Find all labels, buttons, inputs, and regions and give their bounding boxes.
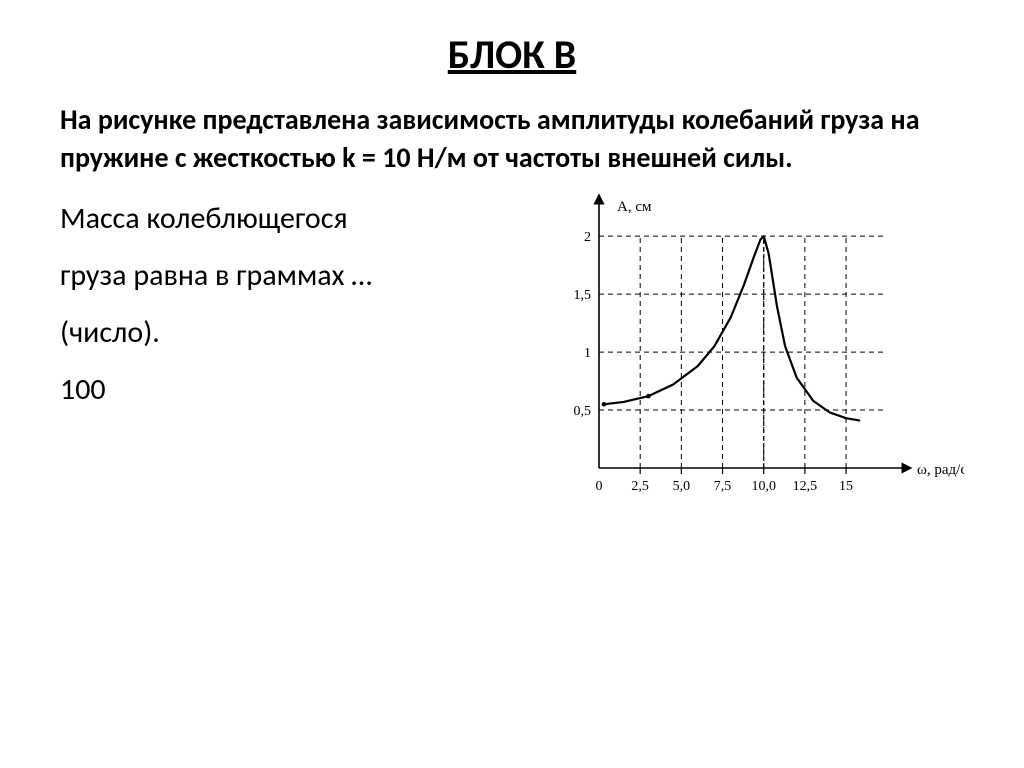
svg-text:12,5: 12,5: [793, 479, 818, 494]
svg-text:15: 15: [839, 479, 853, 494]
question-line-2: груза равна в граммах …: [60, 250, 514, 301]
svg-text:1: 1: [584, 346, 591, 361]
svg-text:1,5: 1,5: [574, 288, 592, 303]
question-line-3: (число).: [60, 307, 514, 358]
svg-text:10,0: 10,0: [751, 479, 776, 494]
svg-text:2,5: 2,5: [631, 479, 649, 494]
svg-text:ω, рад/с: ω, рад/с: [917, 462, 964, 478]
answer-value: 100: [60, 364, 514, 415]
question-block: Масса колеблющегося груза равна в грамма…: [60, 193, 514, 421]
svg-text:0: 0: [596, 479, 603, 494]
svg-text:7,5: 7,5: [714, 479, 732, 494]
svg-text:А, см: А, см: [617, 199, 652, 215]
problem-text: На рисунке представлена зависимость ампл…: [60, 101, 964, 177]
svg-text:5,0: 5,0: [673, 479, 691, 494]
resonance-chart: 0,5 1 1,5 2 0 2,5 5,0 7,5 10,0 12,5 15 А, см ω, рад/…: [544, 193, 964, 523]
question-line-1: Масса колеблющегося: [60, 193, 514, 244]
svg-text:0,5: 0,5: [574, 404, 592, 419]
slide-title: БЛОК В: [60, 30, 964, 79]
svg-text:2: 2: [584, 230, 591, 245]
